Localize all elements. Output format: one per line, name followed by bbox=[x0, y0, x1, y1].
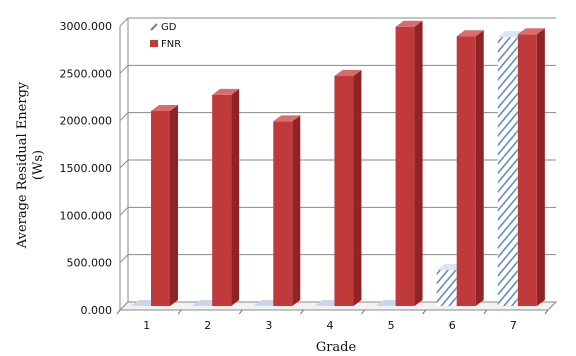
x-tick-label-5: 5 bbox=[388, 319, 395, 332]
y-axis-title-line2: (Ws) bbox=[31, 150, 46, 180]
y-axis-title: Average Residual Energy (Ws) bbox=[15, 81, 46, 249]
x-axis-title: Grade bbox=[316, 340, 357, 355]
bars bbox=[131, 20, 545, 307]
bar-fnr-top-2 bbox=[212, 88, 240, 95]
bar-fnr-front-1 bbox=[151, 110, 170, 306]
bar-fnr-3 bbox=[273, 115, 301, 307]
bar-gd-front-7 bbox=[497, 37, 517, 306]
y-tick-labels: 0.000 500.000 1000.000 1500.000 2000.000 2500… bbox=[60, 20, 113, 317]
y-tick-label-0.000: 0.000 bbox=[81, 304, 113, 317]
bar-fnr-top-4 bbox=[334, 69, 362, 76]
x-tick-mark-6 bbox=[483, 309, 488, 315]
x-tick-label-6: 6 bbox=[449, 319, 456, 332]
bar-fnr-front-7 bbox=[517, 34, 537, 306]
grid-wall-tick-2 bbox=[119, 206, 129, 216]
bar-fnr-side-4 bbox=[353, 69, 362, 307]
bar-gd-front-6 bbox=[436, 270, 456, 306]
legend: GD FNR bbox=[150, 22, 181, 50]
bar-fnr-front-3 bbox=[273, 121, 293, 307]
bar-fnr-2 bbox=[212, 88, 240, 306]
legend-item-fnr: FNR bbox=[150, 39, 181, 50]
x-tick-label-3: 3 bbox=[265, 319, 272, 332]
y-tick-label-3000.000: 3000.000 bbox=[60, 20, 113, 33]
grid-wall-tick-3 bbox=[119, 159, 129, 169]
legend-item-gd: GD bbox=[150, 22, 177, 33]
bar-fnr-side-2 bbox=[231, 88, 240, 306]
bar-fnr-top-6 bbox=[456, 30, 484, 37]
bar-fnr-side-1 bbox=[170, 104, 178, 306]
x-tick-label-7: 7 bbox=[510, 319, 517, 332]
y-tick-label-2500.000: 2500.000 bbox=[60, 67, 113, 80]
grid-wall-tick-5 bbox=[119, 64, 129, 74]
bar-fnr-top-5 bbox=[395, 20, 423, 27]
bar-fnr-top-1 bbox=[151, 104, 178, 111]
bar-fnr-6 bbox=[456, 30, 484, 306]
bar-fnr-front-6 bbox=[456, 36, 476, 306]
bar-fnr-side-7 bbox=[536, 28, 545, 306]
bar-fnr-side-3 bbox=[292, 115, 301, 307]
grid-wall-tick-6 bbox=[119, 17, 129, 27]
bar-fnr-front-5 bbox=[395, 26, 415, 306]
y-tick-label-500.000: 500.000 bbox=[67, 257, 113, 270]
legend-label-fnr: FNR bbox=[161, 39, 181, 50]
y-tick-label-2000.000: 2000.000 bbox=[60, 115, 113, 128]
x-tick-mark-4 bbox=[361, 309, 365, 315]
bar-fnr-top-7 bbox=[517, 28, 545, 35]
x-tick-label-1: 1 bbox=[143, 319, 150, 332]
x-tick-label-4: 4 bbox=[327, 319, 334, 332]
grid-wall-tick-4 bbox=[119, 112, 129, 122]
bar-fnr-front-2 bbox=[212, 94, 232, 306]
y-tick-label-1500.000: 1500.000 bbox=[60, 162, 113, 175]
bar-fnr-5 bbox=[395, 20, 423, 306]
bar-fnr-side-6 bbox=[475, 30, 484, 306]
legend-label-gd: GD bbox=[161, 22, 177, 33]
x-tick-mark-0 bbox=[116, 309, 121, 315]
x-tick-mark-5 bbox=[422, 309, 427, 315]
y-tick-label-1000.000: 1000.000 bbox=[60, 209, 113, 222]
bar-fnr-front-4 bbox=[334, 75, 354, 307]
x-tick-mark-2 bbox=[238, 309, 243, 315]
bar-fnr-7 bbox=[517, 28, 545, 306]
y-axis-title-line1: Average Residual Energy bbox=[15, 81, 30, 249]
x-tick-label-2: 2 bbox=[204, 319, 211, 332]
x-tick-mark-7 bbox=[544, 309, 549, 315]
bar-fnr-side-5 bbox=[414, 20, 423, 306]
grid-wall-tick-1 bbox=[119, 254, 129, 264]
x-tick-mark-3 bbox=[300, 309, 304, 315]
bar-fnr-top-3 bbox=[273, 115, 301, 122]
legend-swatch-gd bbox=[150, 23, 158, 31]
bar-fnr-4 bbox=[334, 69, 362, 307]
legend-swatch-fnr bbox=[150, 40, 158, 47]
bar-fnr-1 bbox=[151, 104, 178, 306]
x-tick-labels: 1 2 3 4 5 6 7 bbox=[116, 309, 549, 332]
x-tick-mark-1 bbox=[177, 309, 182, 315]
